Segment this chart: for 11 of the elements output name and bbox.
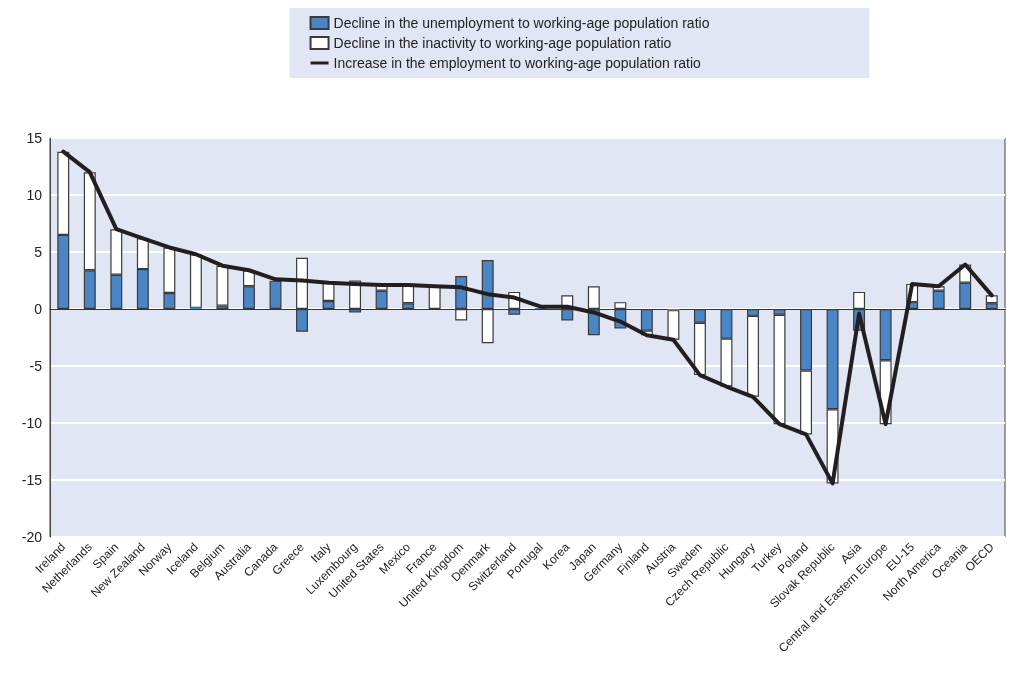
y-tick-label: 10 (26, 187, 43, 203)
legend-label: Increase in the employment to working-age population ratio (333, 55, 702, 71)
y-tick-label: -20 (21, 529, 43, 545)
legend-label: Decline in the unemployment to working-age population ratio (333, 15, 710, 31)
y-tick-label: -10 (21, 415, 43, 431)
y-tick-label: 5 (34, 244, 43, 260)
y-tick-label: 0 (34, 301, 43, 317)
y-tick-label: -5 (29, 358, 43, 374)
y-tick-label: -15 (21, 472, 43, 488)
legend-label: Decline in the inactivity to working-age population ratio (333, 35, 672, 51)
y-tick-label: 15 (26, 130, 43, 146)
